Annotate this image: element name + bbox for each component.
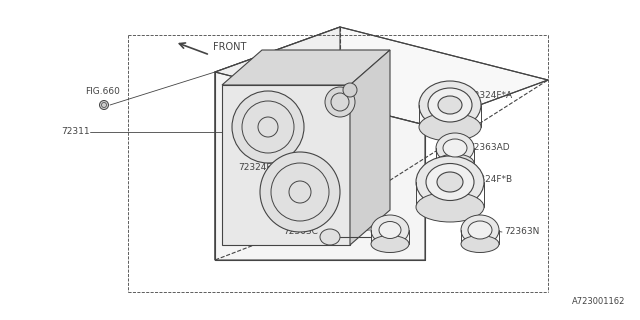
Polygon shape: [222, 85, 350, 245]
Ellipse shape: [419, 113, 481, 141]
Ellipse shape: [232, 91, 304, 163]
Ellipse shape: [371, 236, 409, 252]
Ellipse shape: [325, 87, 355, 117]
Ellipse shape: [419, 81, 481, 129]
Text: 72324F*B: 72324F*B: [468, 175, 512, 185]
Text: 72324F*A: 72324F*A: [238, 164, 282, 172]
Text: 72311: 72311: [61, 127, 90, 137]
Polygon shape: [215, 27, 548, 125]
Ellipse shape: [428, 88, 472, 122]
Ellipse shape: [468, 221, 492, 239]
Text: A723001162: A723001162: [572, 298, 625, 307]
Text: FRONT: FRONT: [213, 42, 246, 52]
Ellipse shape: [343, 83, 357, 97]
Ellipse shape: [416, 192, 484, 222]
Ellipse shape: [371, 215, 409, 245]
Ellipse shape: [320, 229, 340, 245]
Text: 72324F*A: 72324F*A: [468, 91, 512, 100]
Text: FIG.660: FIG.660: [85, 87, 120, 97]
Ellipse shape: [461, 215, 499, 245]
Ellipse shape: [437, 172, 463, 192]
Ellipse shape: [436, 133, 474, 163]
Ellipse shape: [443, 139, 467, 157]
Ellipse shape: [260, 152, 340, 232]
Text: 72363AD: 72363AD: [468, 143, 509, 153]
Ellipse shape: [99, 100, 109, 109]
Ellipse shape: [379, 221, 401, 238]
Ellipse shape: [416, 156, 484, 208]
Polygon shape: [215, 27, 340, 260]
Text: 72363N: 72363N: [504, 228, 540, 236]
Ellipse shape: [436, 154, 474, 172]
Ellipse shape: [438, 96, 462, 114]
Polygon shape: [222, 50, 390, 85]
Ellipse shape: [426, 164, 474, 201]
Polygon shape: [350, 50, 390, 245]
Ellipse shape: [461, 236, 499, 252]
Polygon shape: [215, 72, 425, 260]
Text: 72363C: 72363C: [283, 228, 318, 236]
